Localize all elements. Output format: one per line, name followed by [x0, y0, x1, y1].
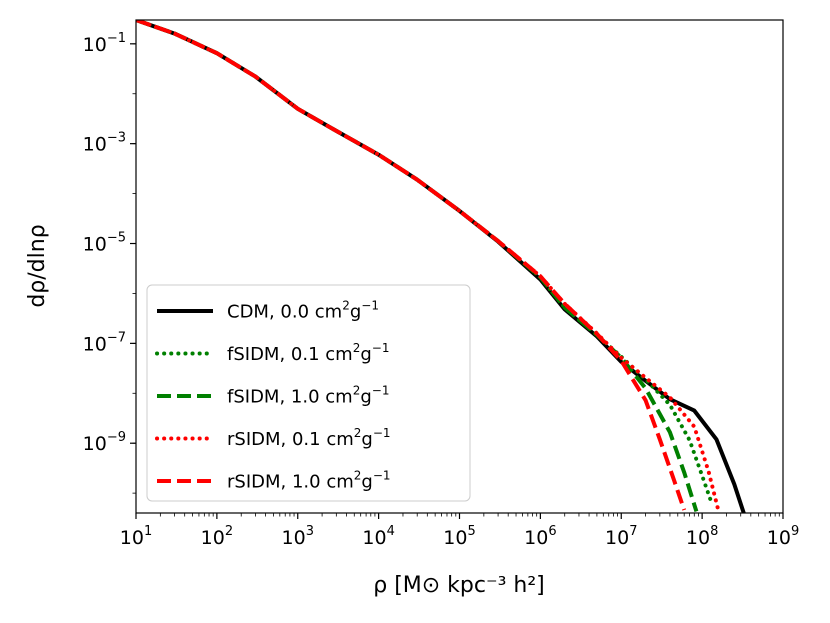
y-tick-label: 10−3 [83, 131, 126, 156]
x-tick-label: 101 [120, 524, 152, 549]
y-axis-label: dρ/dlnρ [25, 224, 50, 307]
x-tick-label: 108 [686, 524, 718, 549]
x-tick-label: 107 [605, 524, 637, 549]
legend-label: rSIDM, 0.1 cm2g−1 [227, 426, 391, 450]
x-tick-label: 103 [282, 524, 314, 549]
series-layer [136, 20, 746, 513]
x-tick-label: 105 [443, 524, 475, 549]
legend-frame [146, 284, 471, 502]
x-tick-label: 106 [524, 524, 556, 549]
series-line-rsidm-1-0 [136, 20, 687, 511]
x-tick-label: 109 [767, 524, 799, 549]
legend-label: rSIDM, 1.0 cm2g−1 [227, 469, 391, 493]
x-tick-label: 104 [362, 524, 394, 549]
legend-label: CDM, 0.0 cm2g−1 [227, 299, 379, 323]
y-tick-label: 10−9 [83, 430, 126, 455]
y-tick-label: 10−7 [83, 330, 126, 355]
y-tick-label: 10−5 [83, 231, 126, 256]
ticks-layer: 101 102 103 104 105 106 107 108 109 10−1 10−3 10−5 1… [83, 31, 800, 549]
y-tick-label: 10−1 [83, 31, 126, 56]
x-tick-label: 102 [201, 524, 233, 549]
legend-label: fSIDM, 0.1 cm2g−1 [227, 341, 389, 365]
x-axis-label: ρ [M⊙ kpc⁻³ h²] [373, 573, 545, 598]
legend: CDM, 0.0 cm2g−1 fSIDM, 0.1 cm2g−1 fSIDM, 1… [146, 284, 471, 502]
legend-label: fSIDM, 1.0 cm2g−1 [227, 384, 389, 408]
